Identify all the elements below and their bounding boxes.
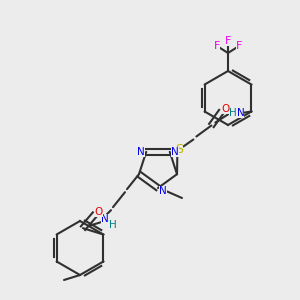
Text: O: O [221, 103, 230, 113]
Text: N: N [137, 147, 145, 157]
Text: H: H [109, 220, 117, 230]
Text: F: F [225, 36, 231, 46]
Text: S: S [176, 143, 183, 156]
Text: N: N [171, 147, 178, 157]
Text: O: O [95, 207, 103, 217]
Text: N: N [159, 186, 167, 196]
Text: H: H [229, 107, 236, 118]
Text: F: F [214, 41, 220, 51]
Text: N: N [236, 107, 244, 118]
Text: N: N [101, 214, 109, 224]
Text: F: F [236, 41, 242, 51]
